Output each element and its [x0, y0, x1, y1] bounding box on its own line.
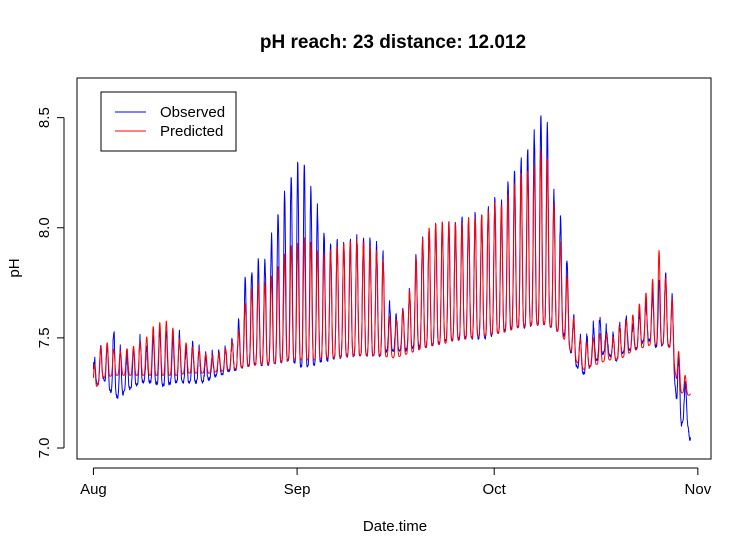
x-tick-label: Sep — [284, 481, 311, 498]
chart-title: pH reach: 23 distance: 12.012 — [260, 32, 526, 53]
series-line-predicted — [92, 150, 691, 396]
series-layer — [92, 115, 691, 441]
legend-box — [100, 91, 237, 152]
x-tick-label: Aug — [80, 481, 107, 498]
y-tick-label: 8.0 — [36, 217, 53, 238]
x-tick-label: Oct — [483, 481, 507, 498]
y-axis: 7.0 7.5 8.0 8.5 — [36, 107, 65, 459]
y-tick-label: 7.0 — [36, 438, 53, 459]
y-axis-label: pH — [6, 258, 23, 277]
x-tick-label: Nov — [685, 481, 712, 498]
x-axis-label: Date.time — [363, 518, 427, 535]
legend-label-observed: Observed — [160, 104, 225, 121]
x-axis: Aug Sep Oct Nov — [80, 467, 712, 498]
legend: Observed Predicted — [100, 91, 237, 152]
y-tick-label: 7.5 — [36, 327, 53, 348]
plot-frame — [76, 77, 712, 460]
legend-label-predicted: Predicted — [160, 123, 223, 140]
y-tick-label: 8.5 — [36, 107, 53, 128]
